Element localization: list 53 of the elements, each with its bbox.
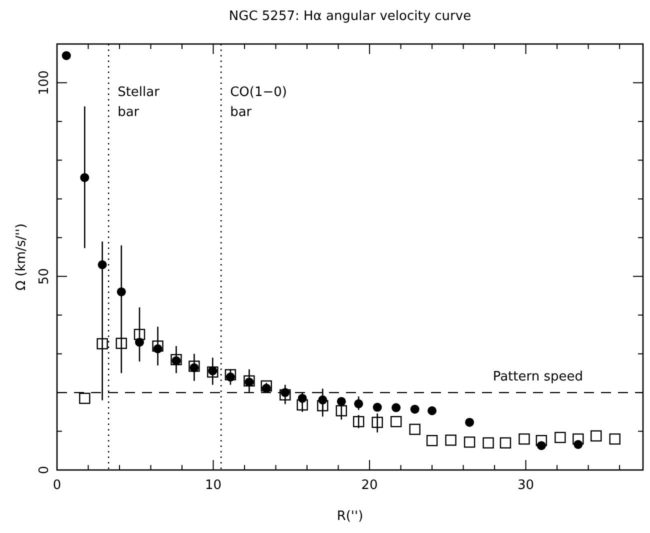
- point: [536, 434, 548, 446]
- point: [590, 430, 602, 442]
- point: [116, 338, 127, 349]
- point: [465, 418, 474, 427]
- point: [80, 173, 90, 182]
- point: [464, 436, 476, 448]
- point: [336, 396, 346, 406]
- point: [336, 405, 348, 416]
- point: [428, 406, 437, 416]
- point: [445, 434, 456, 446]
- point: [98, 260, 107, 270]
- y-tick-label: 100: [37, 70, 52, 96]
- y-axis-title: Ω (km/s/''): [14, 223, 29, 291]
- ref-line-label: CO(1−0) bar: [230, 85, 287, 120]
- point: [79, 392, 90, 404]
- point: [296, 399, 308, 411]
- point: [244, 375, 255, 387]
- point: [392, 403, 401, 412]
- x-tick-label: 20: [361, 478, 378, 493]
- ref-line-label: Stellar bar: [118, 85, 160, 120]
- point: [352, 416, 364, 428]
- y-tick-label: 50: [37, 268, 52, 285]
- x-tick-label: 0: [52, 478, 62, 493]
- point: [280, 389, 291, 400]
- point: [390, 416, 402, 428]
- y-tick-label: 0: [37, 466, 52, 474]
- x-tick-label: 30: [518, 478, 534, 493]
- point: [609, 433, 620, 445]
- ref-line-label: Pattern speed: [492, 370, 583, 385]
- point: [152, 340, 164, 352]
- point: [518, 433, 530, 445]
- point: [482, 437, 494, 448]
- point: [62, 51, 71, 60]
- point: [500, 437, 512, 448]
- point: [572, 433, 584, 445]
- point: [372, 416, 383, 428]
- point: [207, 366, 218, 378]
- point: [188, 360, 200, 372]
- point: [554, 432, 566, 444]
- point: [354, 399, 364, 408]
- point: [96, 338, 108, 350]
- point: [224, 369, 236, 380]
- point: [260, 380, 272, 392]
- point: [410, 404, 420, 414]
- point: [409, 424, 420, 435]
- x-axis-title: R(''): [336, 509, 364, 524]
- point: [134, 328, 146, 340]
- point: [317, 400, 328, 412]
- point: [426, 434, 438, 446]
- chart-title: NGC 5257: Hα angular velocity curve: [228, 9, 472, 24]
- point: [372, 402, 382, 412]
- point: [116, 287, 126, 296]
- x-tick-label: 10: [204, 478, 222, 493]
